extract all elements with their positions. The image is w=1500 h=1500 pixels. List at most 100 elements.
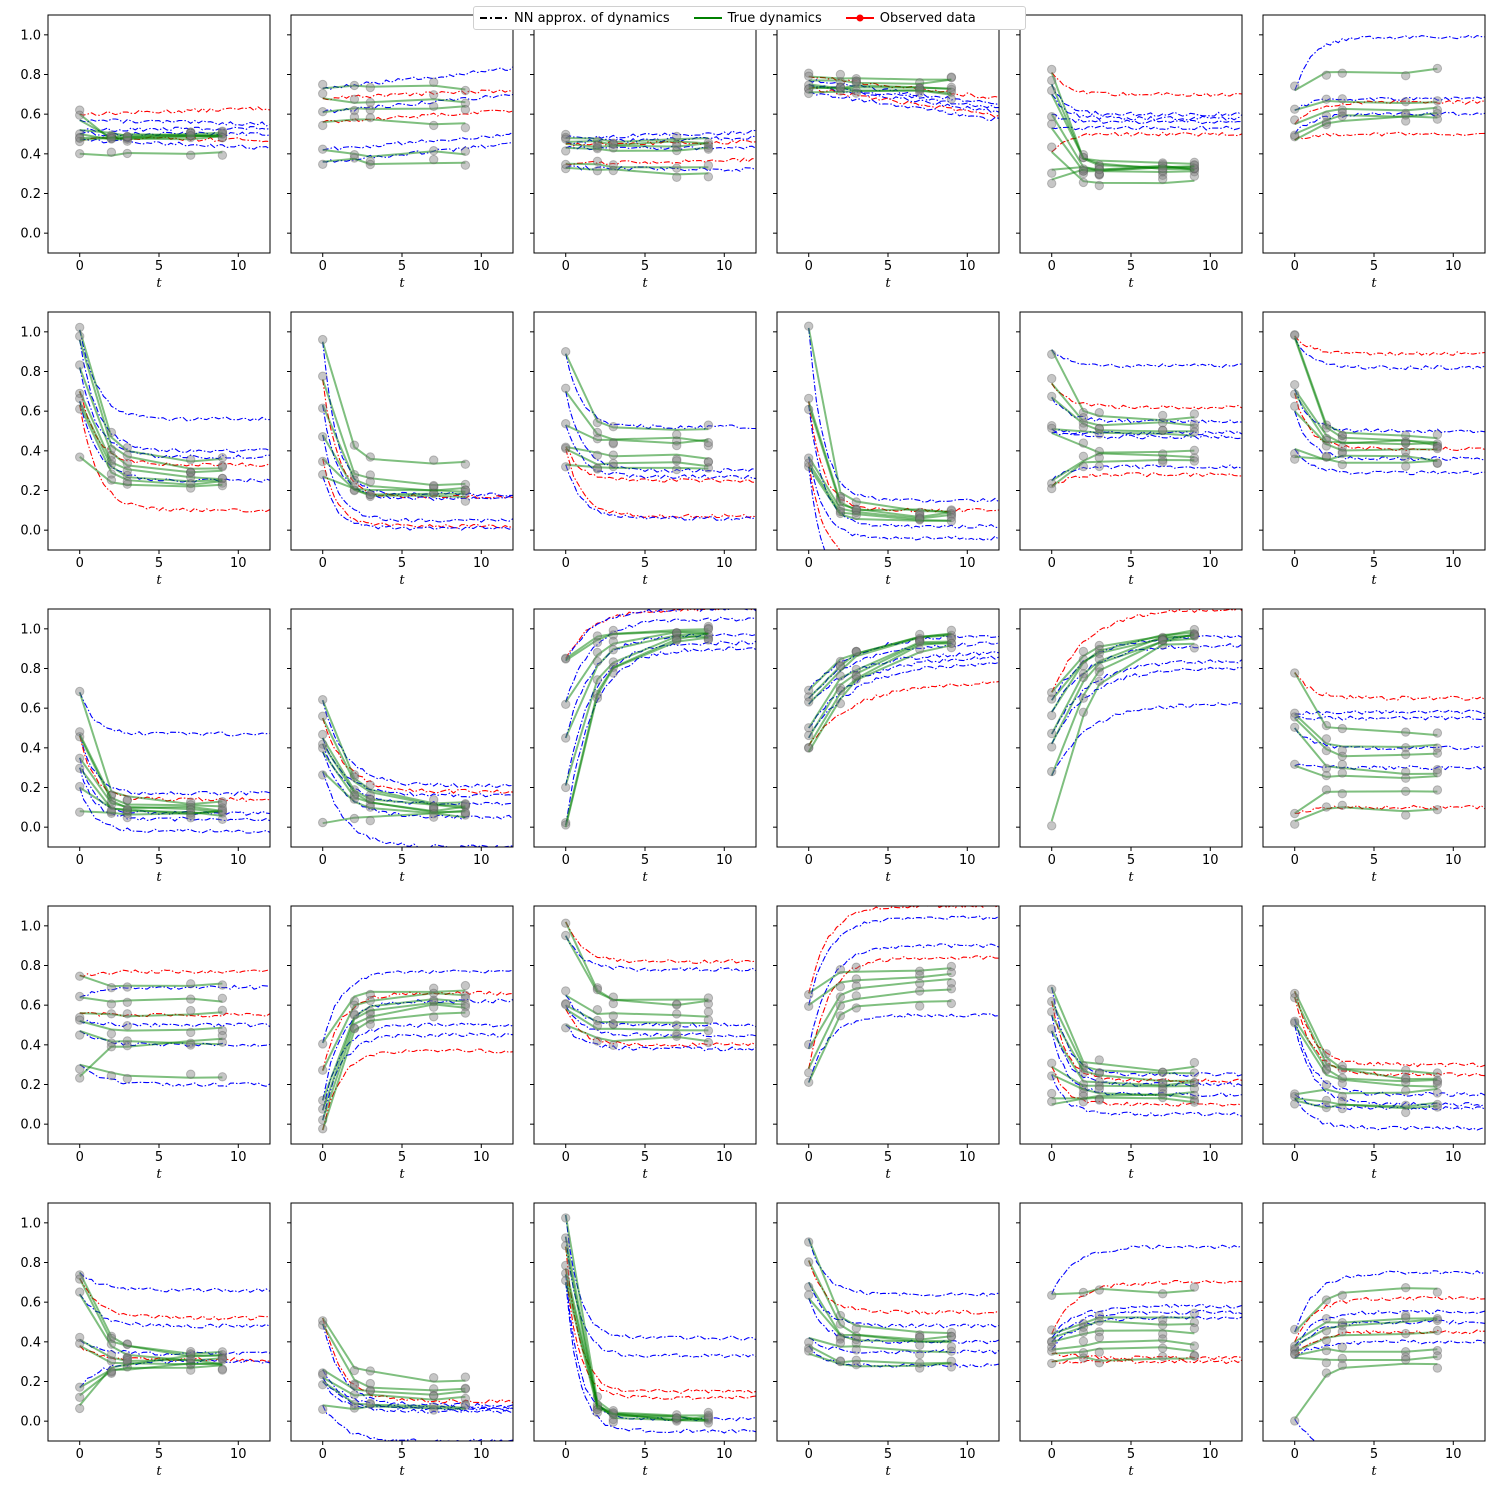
observed-point [1094, 1084, 1105, 1094]
observed-point [1189, 423, 1200, 433]
true-dynamics-line [807, 1238, 952, 1335]
observed-point [608, 992, 618, 1002]
observed-point [1432, 764, 1443, 775]
observed-point [561, 820, 571, 830]
observed-point [1047, 1337, 1057, 1347]
observed-point [217, 462, 228, 472]
nn-curve-red [565, 446, 756, 484]
observed-point [217, 481, 228, 491]
nn-curve-red [322, 990, 513, 1071]
observed-point [1337, 1360, 1348, 1371]
observed-point [429, 90, 439, 100]
observed-point [429, 802, 439, 812]
observed-point [561, 132, 571, 143]
observed-point [318, 403, 328, 413]
observed-point [1189, 631, 1200, 641]
true-dynamics-line [78, 400, 223, 483]
x-tick-label: 0 [76, 853, 84, 868]
true-dynamics-line [1293, 1018, 1438, 1083]
axes-frame [1019, 608, 1243, 848]
subplot-16: 0 5 10 t [773, 608, 1000, 885]
observed-point [365, 1019, 375, 1030]
observed-point [1432, 63, 1443, 74]
observed-point [561, 654, 571, 664]
x-axis-label: t [156, 573, 162, 588]
observed-point [561, 462, 571, 472]
x-tick-label: 10 [230, 1150, 247, 1165]
observed-point [75, 781, 85, 792]
plot-area [1047, 349, 1242, 494]
observed-point [835, 1334, 846, 1344]
observed-point [703, 160, 714, 171]
nn-curve-blue [322, 700, 513, 788]
subplot-7: 0 5 10 t 0.0 0.2 0.4 0.6 0.8 1.0 [20, 311, 271, 588]
y-tick-label: 0.0 [20, 821, 41, 836]
nn-curve-blue [1294, 1270, 1485, 1333]
observed-point [75, 452, 85, 462]
nn-curve-red [565, 609, 756, 659]
subplot-27: 0 5 10 t [530, 1202, 757, 1479]
true-dynamics-line [564, 935, 709, 1007]
observed-point [835, 982, 846, 992]
observed-point [804, 723, 814, 733]
observed-point [804, 404, 814, 415]
observed-point [122, 476, 133, 487]
x-tick-label: 5 [884, 1447, 892, 1462]
true-dynamics-line [565, 162, 709, 169]
observed-point [608, 450, 618, 460]
observed-point [1158, 174, 1168, 184]
observed-point [1432, 1079, 1443, 1090]
true-dynamics-line [78, 757, 223, 813]
observed-point [1401, 743, 1411, 753]
observed-point [1432, 1363, 1443, 1373]
observed-point [1321, 1065, 1332, 1075]
x-tick-label: 10 [959, 1447, 976, 1462]
observed-point [1078, 461, 1089, 472]
nn-curve-blue [808, 1238, 999, 1297]
observed-point [217, 1025, 228, 1036]
observed-point [946, 961, 957, 972]
observed-point [318, 1065, 328, 1075]
observed-point [1432, 785, 1443, 795]
observed-point [672, 141, 682, 152]
nn-curve-red [1294, 991, 1485, 1068]
true-dynamics-line [322, 1376, 466, 1401]
observed-point [106, 983, 117, 993]
observed-point [608, 139, 618, 149]
observed-point [1094, 1055, 1105, 1065]
x-tick-label: 0 [1291, 1447, 1299, 1462]
observed-point [318, 711, 328, 721]
x-axis-label: t [885, 870, 891, 885]
observed-point [592, 693, 603, 703]
observed-point [915, 978, 925, 988]
legend-item-nn: NN approx. of dynamics [480, 11, 670, 26]
y-tick-label: 0.0 [20, 227, 41, 242]
observed-point [106, 1071, 117, 1081]
observed-point [804, 692, 814, 702]
observed-point [1078, 1097, 1089, 1107]
true-dynamics-line [1293, 392, 1438, 446]
observed-point [217, 980, 228, 990]
observed-point [122, 1339, 133, 1349]
y-tick-label: 0.4 [20, 741, 41, 756]
nn-curve-blue [565, 145, 756, 151]
observed-point [460, 98, 471, 108]
x-tick-label: 10 [1202, 853, 1219, 868]
observed-point [460, 1383, 471, 1394]
true-dynamics-line [1051, 396, 1195, 433]
true-dynamics-line [807, 404, 952, 519]
observed-point [429, 146, 439, 156]
observed-point [75, 1382, 85, 1392]
observed-point [946, 1362, 957, 1372]
observed-point [460, 799, 471, 809]
observed-point [1432, 1068, 1443, 1078]
observed-point [75, 110, 85, 120]
observed-point [106, 1042, 117, 1052]
observed-point [365, 1398, 375, 1408]
observed-point [318, 770, 328, 780]
observed-point [608, 1019, 618, 1029]
x-axis-label: t [1371, 870, 1377, 885]
nn-curve-blue [565, 1024, 756, 1052]
nn-curve-red [808, 681, 999, 747]
x-tick-label: 5 [1370, 259, 1378, 274]
